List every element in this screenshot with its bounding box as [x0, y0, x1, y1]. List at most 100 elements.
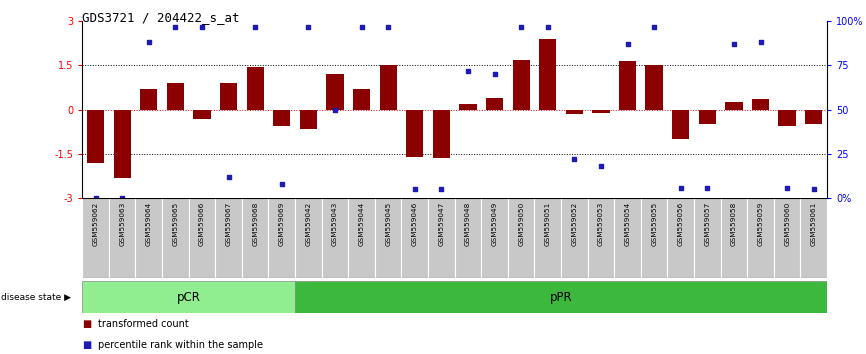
Bar [614, 198, 641, 278]
Bar [82, 281, 295, 313]
Point [222, 174, 236, 180]
Point [354, 24, 368, 29]
Bar [216, 198, 242, 278]
Bar [565, 110, 583, 114]
Point [168, 24, 182, 29]
Point [780, 185, 794, 190]
Bar [300, 110, 317, 129]
Point [142, 40, 156, 45]
Bar [379, 65, 397, 110]
Text: GSM559069: GSM559069 [279, 202, 285, 246]
Text: GSM559062: GSM559062 [93, 202, 99, 246]
Text: GSM559061: GSM559061 [811, 202, 817, 246]
Text: GSM559059: GSM559059 [758, 202, 764, 246]
Point [488, 72, 501, 77]
Text: GSM559056: GSM559056 [678, 202, 684, 246]
Bar [561, 198, 588, 278]
Bar [87, 110, 104, 163]
Text: transformed count: transformed count [98, 319, 189, 329]
Point [408, 187, 422, 192]
Bar [326, 74, 344, 110]
Text: GDS3721 / 204422_s_at: GDS3721 / 204422_s_at [82, 11, 240, 24]
Bar [752, 99, 769, 110]
Bar [534, 198, 561, 278]
Bar [162, 198, 189, 278]
Point [88, 195, 102, 201]
Bar [800, 198, 827, 278]
Text: GSM559065: GSM559065 [172, 202, 178, 246]
Bar [242, 198, 268, 278]
Text: GSM559048: GSM559048 [465, 202, 471, 246]
Bar [353, 89, 370, 110]
Bar [321, 198, 348, 278]
Bar [459, 104, 476, 110]
Text: GSM559057: GSM559057 [704, 202, 710, 246]
Bar [402, 198, 428, 278]
Text: GSM559066: GSM559066 [199, 202, 205, 246]
Bar [406, 110, 423, 157]
Bar [592, 110, 610, 113]
Point [275, 181, 288, 187]
Bar [619, 61, 637, 110]
Text: GSM559052: GSM559052 [572, 202, 578, 246]
Bar [348, 198, 375, 278]
Text: ■: ■ [82, 340, 92, 350]
Bar [295, 198, 321, 278]
Text: pCR: pCR [177, 291, 201, 304]
Bar [779, 110, 796, 126]
Text: GSM559042: GSM559042 [306, 202, 312, 246]
Point [540, 24, 554, 29]
Point [115, 195, 129, 201]
Bar [140, 89, 158, 110]
Point [621, 41, 635, 47]
Point [594, 164, 608, 169]
Bar [268, 198, 295, 278]
Bar [668, 198, 694, 278]
Text: GSM559047: GSM559047 [438, 202, 444, 246]
Bar [247, 67, 264, 110]
Text: GSM559063: GSM559063 [120, 202, 126, 246]
Point [647, 24, 661, 29]
Text: GSM559054: GSM559054 [624, 202, 630, 246]
Text: GSM559046: GSM559046 [411, 202, 417, 246]
Point [674, 185, 688, 190]
Text: GSM559058: GSM559058 [731, 202, 737, 246]
Text: percentile rank within the sample: percentile rank within the sample [98, 340, 263, 350]
Text: GSM559067: GSM559067 [225, 202, 231, 246]
Text: GSM559043: GSM559043 [332, 202, 338, 246]
Point [249, 24, 262, 29]
Bar [699, 110, 716, 125]
Text: GSM559068: GSM559068 [252, 202, 258, 246]
Bar [273, 110, 290, 126]
Text: GSM559064: GSM559064 [145, 202, 152, 246]
Text: GSM559044: GSM559044 [359, 202, 365, 246]
Bar [513, 59, 530, 110]
Bar [805, 110, 823, 125]
Bar [82, 198, 109, 278]
Text: GSM559055: GSM559055 [651, 202, 657, 246]
Text: GSM559049: GSM559049 [492, 202, 498, 246]
Bar [672, 110, 689, 139]
Bar [375, 198, 402, 278]
Bar [747, 198, 774, 278]
Bar [507, 198, 534, 278]
Point [461, 68, 475, 74]
Bar [588, 198, 614, 278]
Point [807, 187, 821, 192]
Text: GSM559050: GSM559050 [518, 202, 524, 246]
Bar [486, 98, 503, 110]
Point [301, 24, 315, 29]
Bar [220, 83, 237, 110]
Bar [428, 198, 455, 278]
Point [701, 185, 714, 190]
Text: disease state ▶: disease state ▶ [1, 293, 71, 302]
Bar [135, 198, 162, 278]
Bar [481, 198, 507, 278]
Bar [295, 281, 827, 313]
Point [753, 40, 767, 45]
Bar [641, 198, 668, 278]
Bar [433, 110, 450, 159]
Text: GSM559060: GSM559060 [784, 202, 790, 246]
Bar [167, 83, 184, 110]
Point [381, 24, 395, 29]
